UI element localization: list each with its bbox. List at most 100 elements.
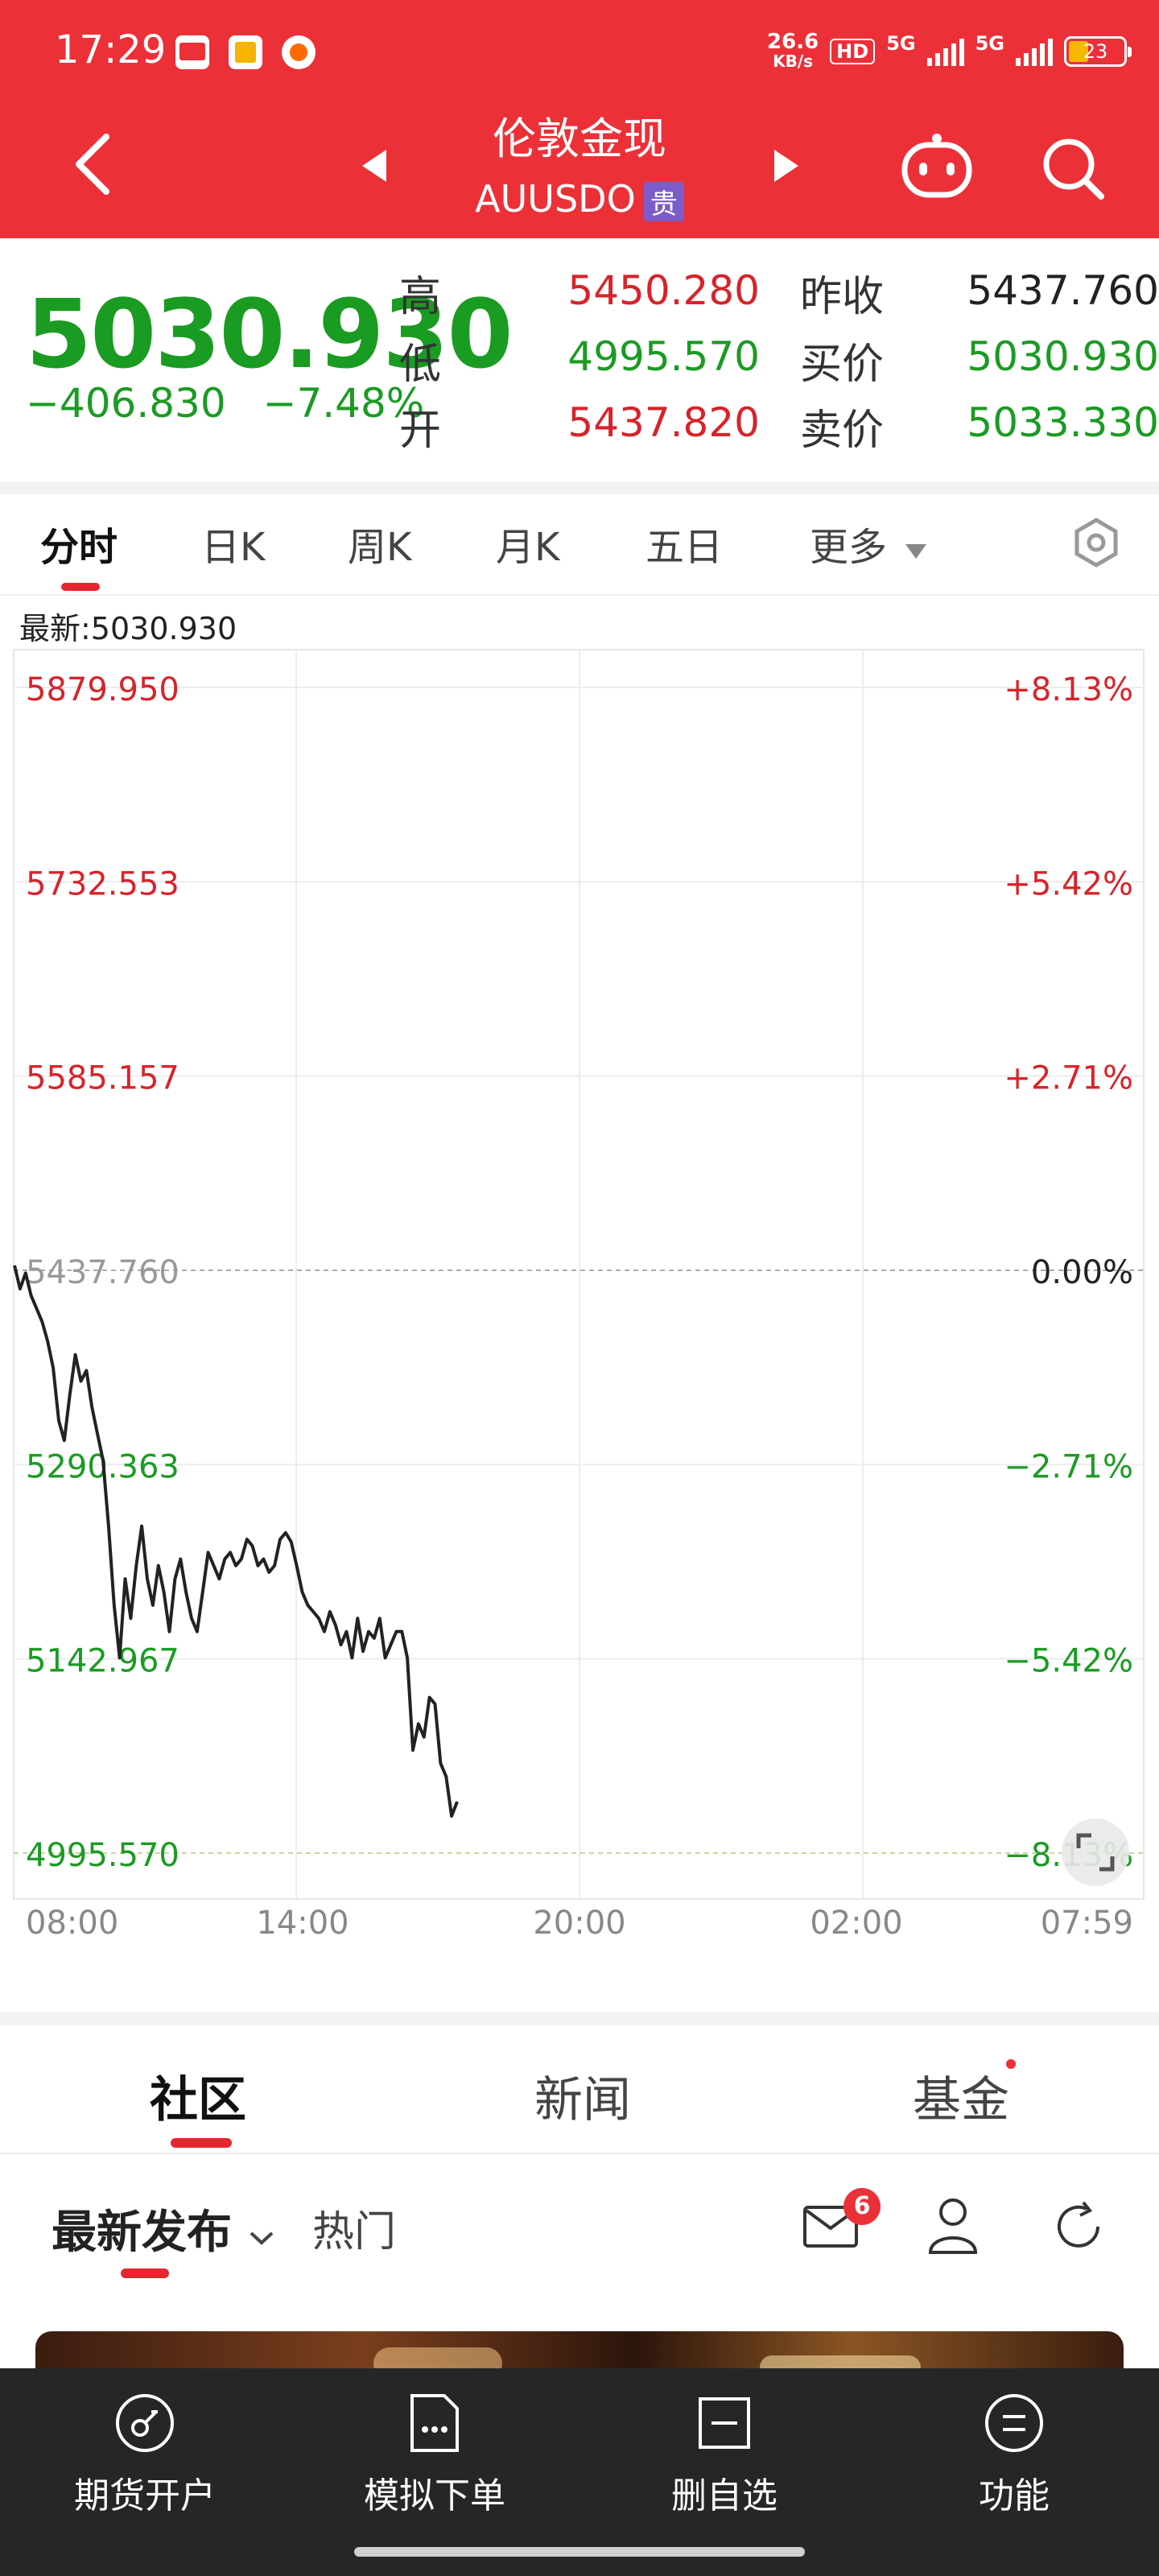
time-axis-label: 07:59 xyxy=(1041,1905,1133,1942)
open-label: 开 xyxy=(399,407,442,455)
price-axis-label: 5732.553 xyxy=(26,865,179,902)
back-icon[interactable] xyxy=(68,132,116,196)
tab-monthly-k[interactable]: 月K xyxy=(496,525,560,570)
change-value: −406.830 xyxy=(26,380,226,427)
high-label: 高 xyxy=(399,273,442,321)
high-value: 5450.280 xyxy=(567,267,760,314)
tab-more-label: 更多 xyxy=(810,525,888,570)
feed-active-indicator xyxy=(121,2268,169,2278)
feed-latest-label: 最新发布 xyxy=(52,2207,232,2259)
divider xyxy=(0,2153,1159,2154)
prev-close-value: 5437.760 xyxy=(967,267,1159,314)
instrument-title: 伦敦金现 xyxy=(493,114,666,164)
low-value: 4995.570 xyxy=(567,333,760,380)
battery-icon: 23 xyxy=(1064,36,1132,67)
chart-grid xyxy=(13,649,1145,1900)
prev-close-label: 昨收 xyxy=(800,273,885,321)
status-time: 17:29 xyxy=(55,27,167,72)
refresh-icon[interactable] xyxy=(1050,2198,1107,2256)
sim1-label: 5G xyxy=(886,32,916,55)
net-speed-unit: KB/s xyxy=(773,52,814,71)
percent-axis-label: 0.00% xyxy=(1031,1254,1133,1291)
ask-label: 卖价 xyxy=(800,407,885,455)
bottom-label: 模拟下单 xyxy=(364,2475,505,2516)
app-icon xyxy=(282,35,316,69)
section-active-indicator xyxy=(171,2138,232,2148)
tab-news[interactable]: 新闻 xyxy=(534,2072,631,2128)
percent-axis-label: +2.71% xyxy=(1004,1060,1133,1097)
futures-account-button[interactable]: 期货开户 xyxy=(0,2391,290,2518)
tab-community[interactable]: 社区 xyxy=(150,2072,246,2128)
tab-more[interactable]: 更多 xyxy=(810,515,928,572)
next-icon[interactable] xyxy=(773,148,802,184)
last-price: 5030.930 xyxy=(26,279,514,390)
notes-icon xyxy=(229,35,262,69)
toutiao-icon xyxy=(175,35,209,69)
funds-dot xyxy=(1006,2059,1016,2069)
remove-watchlist-button[interactable]: 删自选 xyxy=(580,2391,869,2518)
instrument-code: AUUSDO 贵 xyxy=(0,177,1159,221)
percent-axis-label: +5.42% xyxy=(1004,865,1133,902)
category-badge: 贵 xyxy=(643,182,684,221)
time-axis-label: 08:00 xyxy=(26,1905,118,1942)
menu-icon xyxy=(985,2394,1043,2452)
functions-button[interactable]: 功能 xyxy=(869,2391,1159,2518)
bottom-label: 期货开户 xyxy=(74,2475,216,2516)
expand-icon[interactable] xyxy=(1059,1816,1132,1889)
signal-icon xyxy=(926,37,964,66)
quote-panel: 5030.930 −406.830 −7.48% 高 低 开 5450.280 … xyxy=(0,238,1159,480)
chart-labels: 5879.950 +8.13% 5732.553 +5.42% 5585.157 +2.7… xyxy=(26,671,1133,1942)
chevron-down-icon xyxy=(250,2231,273,2245)
price-line xyxy=(13,1265,459,1818)
hd-badge: HD xyxy=(830,39,876,64)
sim2-label: 5G xyxy=(975,32,1004,55)
divider xyxy=(0,594,1159,596)
user-icon[interactable] xyxy=(927,2196,979,2254)
sim-order-button[interactable]: 模拟下单 xyxy=(290,2391,580,2518)
remove-watchlist-icon xyxy=(699,2397,750,2449)
section-gap xyxy=(0,481,1159,494)
price-axis-label: 4995.570 xyxy=(26,1837,179,1874)
bottom-label: 功能 xyxy=(979,2475,1050,2516)
search-icon[interactable] xyxy=(1038,134,1107,203)
time-axis-label: 14:00 xyxy=(256,1905,349,1942)
tab-active-indicator xyxy=(61,583,100,591)
caret-down-icon xyxy=(905,544,927,559)
price-axis-label: 5585.157 xyxy=(26,1060,179,1097)
bid-label: 买价 xyxy=(800,341,885,389)
price-change: −406.830 −7.48% xyxy=(26,380,424,427)
robot-icon[interactable] xyxy=(900,132,974,200)
intraday-chart[interactable]: 5879.950 +8.13% 5732.553 +5.42% 5585.157 +2.7… xyxy=(13,649,1146,1953)
tab-five-day[interactable]: 五日 xyxy=(645,525,724,570)
account-open-icon xyxy=(116,2394,174,2452)
instrument-code-text: AUUSDO xyxy=(475,177,636,221)
feed-latest[interactable]: 最新发布 xyxy=(52,2196,275,2261)
status-right: 26.6 KB/s HD 5G 5G 23 xyxy=(767,31,1132,71)
price-axis-label: 5879.950 xyxy=(26,671,179,708)
percent-axis-label: −2.71% xyxy=(1004,1448,1133,1485)
tab-daily-k[interactable]: 日K xyxy=(201,525,266,570)
prev-icon[interactable] xyxy=(359,148,388,184)
feed-hot[interactable]: 热门 xyxy=(312,2208,397,2256)
ask-value: 5033.330 xyxy=(967,399,1159,446)
tab-intraday[interactable]: 分时 xyxy=(40,525,118,570)
time-axis-label: 20:00 xyxy=(533,1905,625,1942)
bottom-label: 删自选 xyxy=(671,2475,777,2516)
low-label: 低 xyxy=(399,341,442,389)
price-axis-label: 5437.760 xyxy=(26,1254,179,1291)
section-gap xyxy=(0,2013,1159,2025)
time-axis-label: 02:00 xyxy=(810,1905,902,1942)
tab-weekly-k[interactable]: 周K xyxy=(348,525,412,570)
percent-axis-label: −5.42% xyxy=(1004,1643,1133,1680)
signal-icon xyxy=(1016,37,1053,66)
latest-price-label: 最新:5030.930 xyxy=(19,611,237,646)
home-indicator[interactable] xyxy=(354,2547,805,2557)
tab-funds[interactable]: 基金 xyxy=(913,2072,1009,2128)
battery-level: 23 xyxy=(1083,40,1108,63)
settings-hex-icon[interactable] xyxy=(1070,517,1122,568)
bid-value: 5030.930 xyxy=(967,333,1159,380)
bottom-toolbar xyxy=(0,2368,1159,2576)
change-percent: −7.48% xyxy=(262,380,425,427)
sim-order-icon xyxy=(410,2394,459,2452)
percent-axis-label: +8.13% xyxy=(1004,671,1133,708)
